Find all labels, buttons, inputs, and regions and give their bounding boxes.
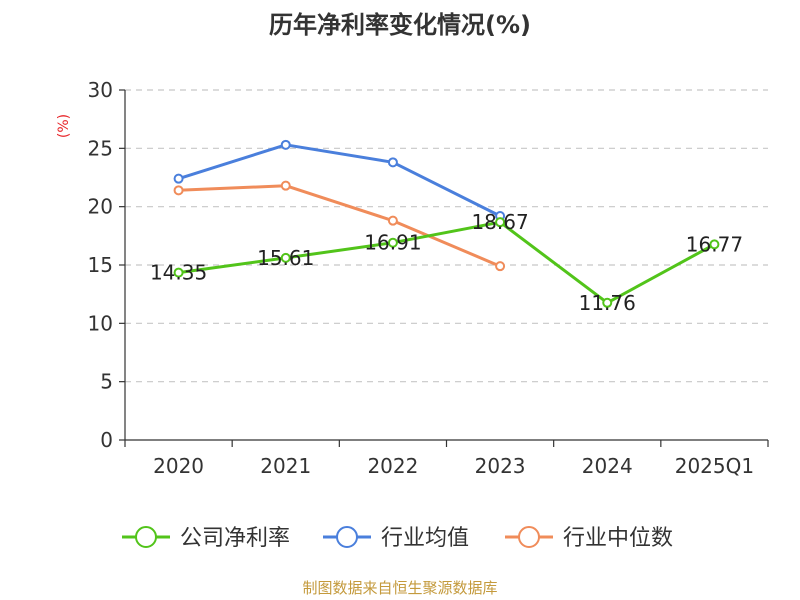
y-tick-label: 0 [100,428,113,452]
x-tick-label: 2024 [582,454,633,478]
x-tick-label: 2023 [475,454,526,478]
legend-item-2[interactable]: 行业中位数 [505,526,673,551]
y-tick-label: 10 [88,311,113,335]
series-2-point[interactable] [387,215,398,226]
data-label: 16.77 [686,232,743,256]
data-label: 18.67 [471,210,528,234]
legend-item-1[interactable]: 行业均值 [323,526,469,551]
series-0-point[interactable] [602,297,613,308]
data-label: 15.61 [257,246,314,270]
y-tick-label: 30 [88,78,113,102]
legend: 公司净利率 行业均值 行业中位数 [122,526,673,551]
series-0-point[interactable] [173,267,184,278]
axes: 0 5 10 15 20 25 30 2020 2021 2022 2023 2024 2025Q1 [88,78,769,478]
series-0-point[interactable] [495,217,506,228]
series-0-line [178,220,716,305]
series-0-point[interactable] [709,239,720,250]
y-tick-label: 15 [88,253,113,277]
source-note: 制图数据来自恒生聚源数据库 [302,579,497,597]
legend-item-0[interactable]: 公司净利率 [122,526,290,551]
series-1-line [178,143,501,218]
series-2-line [178,184,501,268]
legend-label: 行业中位数 [563,526,673,551]
series-0-point[interactable] [280,252,291,263]
legend-swatch-marker [336,526,358,548]
legend-swatch-marker [518,526,540,548]
data-label: 14.35 [150,261,207,285]
series-1-point[interactable] [387,157,398,168]
series-2-point[interactable] [173,185,184,196]
y-tick-label: 5 [100,370,113,394]
x-tick-label: 2025Q1 [675,454,754,478]
x-tick-label: 2022 [367,454,418,478]
data-label: 11.76 [579,291,636,315]
y-tick-label: 20 [88,195,113,219]
series-2-point[interactable] [280,180,291,191]
y-axis-label: (%) [56,114,72,138]
series-1-point[interactable] [173,173,184,184]
series-2-point[interactable] [495,261,506,272]
legend-label: 公司净利率 [180,526,290,551]
x-tick-label: 2021 [260,454,311,478]
data-label: 16.91 [364,231,421,255]
series-1-point[interactable] [280,139,291,150]
series-0-point[interactable] [387,237,398,248]
series-lines [173,139,720,308]
legend-swatch-marker [135,526,157,548]
x-tick-label: 2020 [153,454,204,478]
data-labels: 14.35 15.61 16.91 18.67 11.76 16.77 [150,210,743,315]
y-tick-label: 25 [88,136,113,160]
legend-label: 行业均值 [381,526,469,551]
grid-lines [125,89,768,383]
chart-title: 历年净利率变化情况(%) [269,11,531,39]
